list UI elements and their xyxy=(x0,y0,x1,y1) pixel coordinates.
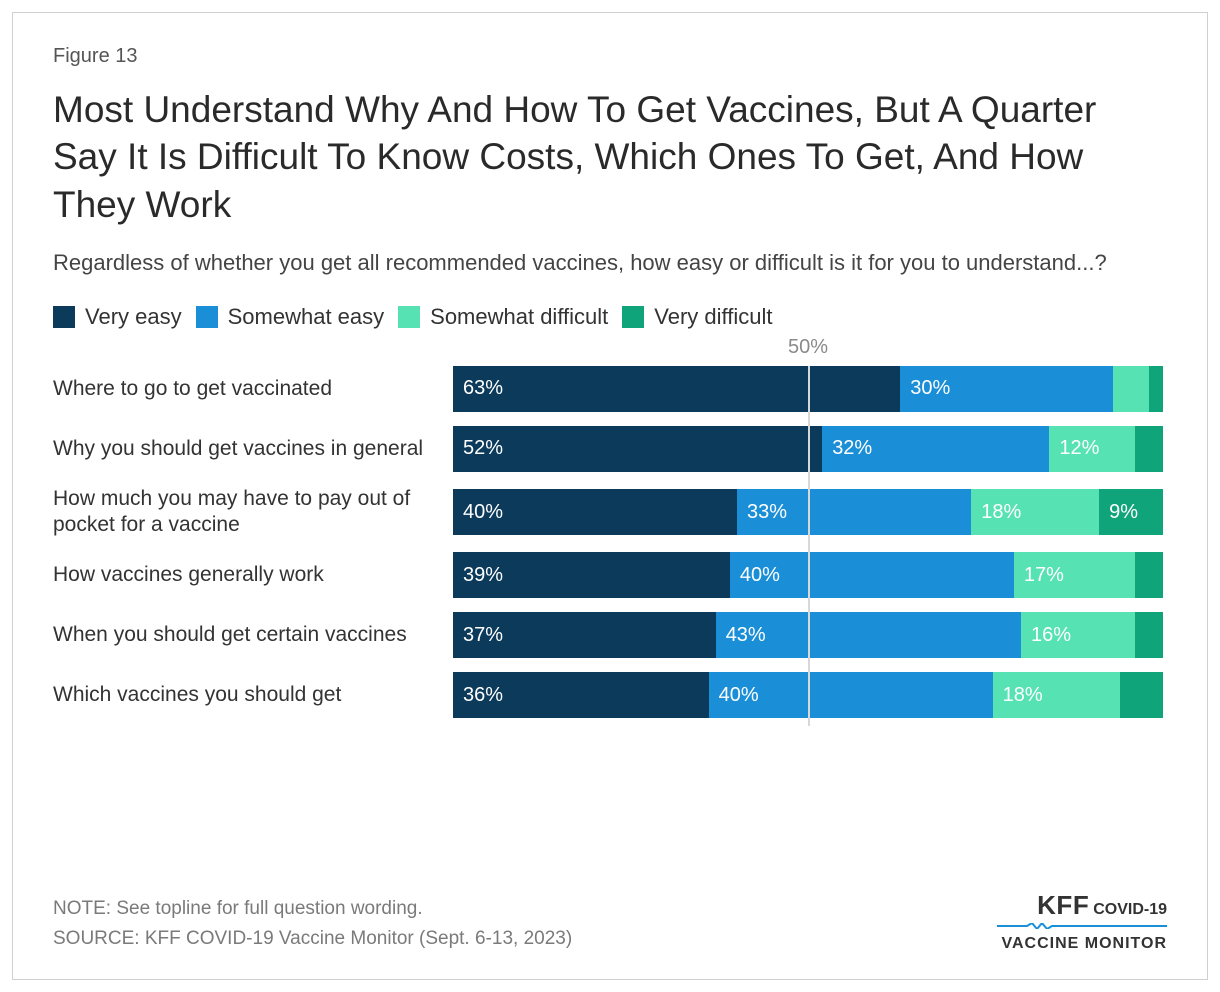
chart-row: How much you may have to pay out of pock… xyxy=(53,486,1167,539)
legend-swatch xyxy=(398,306,420,328)
legend-item: Somewhat easy xyxy=(196,304,385,330)
source-text: SOURCE: KFF COVID-19 Vaccine Monitor (Se… xyxy=(53,924,572,953)
bar-segment xyxy=(1135,612,1163,658)
legend-swatch xyxy=(622,306,644,328)
bar-segment: 40% xyxy=(709,672,993,718)
bar-segment: 37% xyxy=(453,612,716,658)
bar-segment xyxy=(1135,552,1163,598)
brand-logo: KFFCOVID-19 VACCINE MONITOR xyxy=(997,892,1167,953)
bar-segment: 32% xyxy=(822,426,1049,472)
bar-segment: 18% xyxy=(971,489,1099,535)
bar-segment: 30% xyxy=(900,366,1113,412)
chart-row: Which vaccines you should get36%40%18% xyxy=(53,672,1167,718)
figure-container: Figure 13 Most Understand Why And How To… xyxy=(12,12,1208,980)
row-label: Why you should get vaccines in general xyxy=(53,436,453,462)
bar-segment xyxy=(1113,366,1149,412)
reference-line-label: 50% xyxy=(788,336,828,359)
bar-segment: 36% xyxy=(453,672,709,718)
brand-squiggle-icon xyxy=(997,923,1167,929)
stacked-bar-chart: 50%Where to go to get vaccinated63%30%Wh… xyxy=(53,366,1167,726)
bar-segment: 40% xyxy=(453,489,737,535)
legend-swatch xyxy=(53,306,75,328)
legend-label: Very difficult xyxy=(654,304,772,330)
footer-notes: NOTE: See topline for full question word… xyxy=(53,894,572,953)
row-label: When you should get certain vaccines xyxy=(53,622,453,648)
legend: Very easy Somewhat easy Somewhat difficult… xyxy=(53,304,1167,330)
bar-segment: 9% xyxy=(1099,489,1163,535)
row-label: How vaccines generally work xyxy=(53,562,453,588)
legend-label: Somewhat easy xyxy=(228,304,385,330)
bar-segment xyxy=(1149,366,1163,412)
chart-subtitle: Regardless of whether you get all recomm… xyxy=(53,248,1113,278)
bar-segment: 52% xyxy=(453,426,822,472)
brand-covid: COVID-19 xyxy=(1093,901,1167,918)
bar-segment: 63% xyxy=(453,366,900,412)
bar-segment: 12% xyxy=(1049,426,1134,472)
figure-label: Figure 13 xyxy=(53,45,1167,68)
brand-line2: VACCINE MONITOR xyxy=(997,936,1167,953)
bar-segment: 18% xyxy=(993,672,1121,718)
bar-segment: 33% xyxy=(737,489,971,535)
legend-item: Somewhat difficult xyxy=(398,304,608,330)
row-label: How much you may have to pay out of pock… xyxy=(53,486,453,539)
legend-label: Somewhat difficult xyxy=(430,304,608,330)
legend-item: Very easy xyxy=(53,304,182,330)
figure-footer: NOTE: See topline for full question word… xyxy=(53,892,1167,953)
bar-segment: 40% xyxy=(730,552,1014,598)
legend-label: Very easy xyxy=(85,304,182,330)
bar-segment xyxy=(1120,672,1163,718)
brand-kff: KFF xyxy=(1037,890,1089,920)
note-text: NOTE: See topline for full question word… xyxy=(53,894,572,923)
row-label: Which vaccines you should get xyxy=(53,682,453,708)
bar-segment: 16% xyxy=(1021,612,1135,658)
chart-row: When you should get certain vaccines37%4… xyxy=(53,612,1167,658)
chart-row: Why you should get vaccines in general52… xyxy=(53,426,1167,472)
row-label: Where to go to get vaccinated xyxy=(53,376,453,402)
bar-segment: 43% xyxy=(716,612,1021,658)
chart-row: How vaccines generally work39%40%17% xyxy=(53,552,1167,598)
legend-swatch xyxy=(196,306,218,328)
reference-line xyxy=(808,366,810,726)
legend-item: Very difficult xyxy=(622,304,772,330)
chart-row: Where to go to get vaccinated63%30% xyxy=(53,366,1167,412)
bar-segment: 17% xyxy=(1014,552,1135,598)
chart-title: Most Understand Why And How To Get Vacci… xyxy=(53,86,1113,228)
bar-segment xyxy=(1135,426,1163,472)
bar-segment: 39% xyxy=(453,552,730,598)
